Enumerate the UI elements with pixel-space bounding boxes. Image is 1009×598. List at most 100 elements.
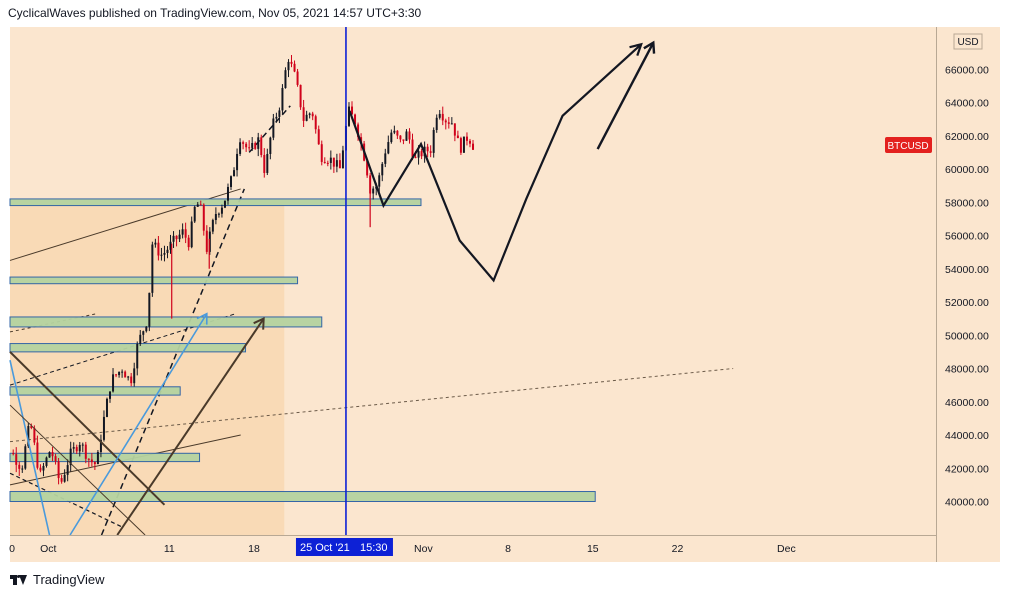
candle-body [266, 153, 269, 173]
trend-line [100, 188, 246, 536]
candle-body [332, 157, 335, 167]
candle-body [242, 142, 245, 144]
forecast-arrowhead [629, 42, 643, 57]
candle-body [166, 249, 169, 253]
candle-body [154, 242, 157, 245]
candle-body [408, 131, 411, 140]
candle-body [175, 235, 178, 240]
y-tick-label: 42000.00 [945, 463, 989, 475]
candle-body [269, 137, 272, 154]
candle-body [254, 143, 257, 149]
candle-body [109, 391, 112, 399]
arrow-line [9, 404, 146, 536]
candle-body [15, 454, 18, 465]
candle-body [396, 130, 399, 136]
y-tick-label: 50000.00 [945, 330, 989, 342]
candle-body [459, 138, 462, 153]
drawn-arrows [9, 40, 656, 536]
candle-body [217, 213, 220, 215]
candle-body [453, 123, 456, 136]
candle-body [438, 113, 441, 118]
candle-body [372, 188, 375, 194]
crosshair-date-badge [295, 538, 393, 556]
trend-line [9, 368, 734, 443]
candle-body [450, 123, 453, 125]
candle-body [275, 116, 278, 119]
candle-body [317, 129, 320, 145]
price-axis-separator [936, 27, 937, 562]
support-zone [9, 491, 596, 502]
candle-body [12, 453, 15, 455]
price-axis[interactable]: 66000.00 64000.00 62000.00 60000.00 58000.00… [945, 64, 989, 508]
candle-body [248, 147, 251, 149]
candle-body [402, 139, 405, 141]
candle-body [223, 200, 226, 208]
time-axis-separator [10, 535, 936, 536]
candle-body [214, 214, 217, 221]
arrow-line [116, 318, 265, 536]
x-tick-label: 0 [9, 543, 15, 555]
footer-brand: TradingView [33, 572, 105, 587]
candle-body [172, 235, 175, 242]
candle-body [115, 374, 118, 376]
y-tick-label: 60000.00 [945, 164, 989, 176]
candle-body [245, 143, 248, 148]
candle-body [136, 343, 139, 369]
x-tick-label: Oct [40, 543, 56, 555]
candle-body [435, 117, 438, 130]
y-tick-label: 52000.00 [945, 297, 989, 309]
support-zone [9, 386, 181, 396]
support-zones [9, 198, 596, 502]
candle-body [96, 452, 99, 465]
candle-body [118, 371, 121, 376]
candle-body [66, 465, 69, 475]
candle-body [299, 84, 302, 108]
candle-body [72, 447, 75, 449]
candle-body [81, 444, 84, 446]
candle-body [54, 456, 57, 462]
y-tick-label: 64000.00 [945, 98, 989, 110]
candle-body [369, 175, 372, 194]
candle-body [60, 478, 63, 482]
shaded-region [10, 198, 285, 536]
candle-body [181, 229, 184, 235]
currency-label: USD [957, 37, 978, 48]
candle-body [102, 416, 105, 440]
candle-body [27, 426, 30, 447]
x-tick-label: 22 [672, 543, 684, 555]
arrow-head [253, 317, 265, 330]
candle-body [160, 254, 163, 256]
y-tick-label: 56000.00 [945, 231, 989, 243]
candle-body [329, 157, 332, 163]
candle-body [384, 153, 387, 164]
candle-body [133, 368, 136, 384]
candle-body [472, 143, 475, 150]
x-tick-label: 8 [505, 543, 511, 555]
candle-body [148, 292, 151, 327]
candle-body [366, 160, 369, 176]
candle-body [414, 156, 417, 158]
candle-body [226, 186, 229, 201]
candle-body [157, 242, 160, 256]
y-tick-label: 44000.00 [945, 430, 989, 442]
candle-body [163, 252, 166, 255]
time-axis[interactable]: 0 Oct 11 18 Nov 8 15 22 Dec [9, 543, 796, 555]
candle-body [18, 464, 21, 469]
candle-body [290, 61, 293, 64]
candle-body [105, 398, 108, 417]
candle-body [178, 234, 181, 240]
candle-body [456, 135, 459, 139]
candle-body [390, 132, 393, 143]
candle-body [75, 447, 78, 452]
candle-body [447, 122, 450, 124]
crosshair-time-label: 15:30 [360, 542, 388, 554]
candle-body [78, 444, 81, 452]
candle-body [190, 221, 193, 248]
candle-body [169, 241, 172, 250]
forecast-path [348, 42, 643, 283]
candle-body [199, 204, 202, 206]
forecast-line [348, 43, 642, 283]
candle-body [338, 160, 341, 169]
candle-body [302, 107, 305, 121]
